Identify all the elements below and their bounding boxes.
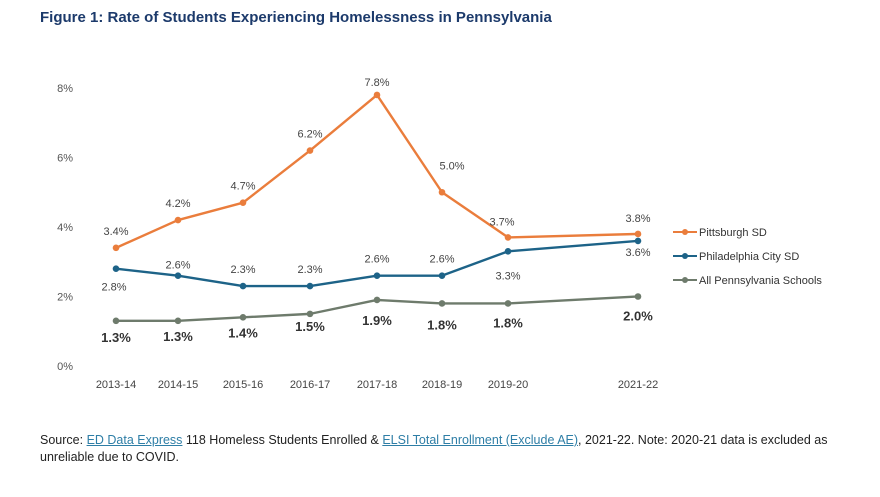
elsi-enrollment-link[interactable]: ELSI Total Enrollment (Exclude AE) — [382, 433, 579, 447]
philadelphia-city-sd-point — [634, 237, 642, 245]
y-tick-label: 0% — [57, 361, 73, 373]
y-tick-label: 8% — [57, 83, 73, 95]
pittsburgh-sd-point — [174, 216, 182, 224]
philadelphia-city-sd-data-label: 3.6% — [625, 247, 650, 259]
pittsburgh-sd-data-label: 6.2% — [297, 129, 322, 141]
pittsburgh-sd-line — [115, 93, 639, 249]
all-pennsylvania-schools-data-label: 1.8% — [427, 317, 457, 332]
all-pennsylvania-schools-data-label: 1.4% — [228, 325, 258, 340]
philadelphia-city-sd-point — [504, 248, 512, 255]
x-tick-label: 2013-14 — [96, 379, 136, 391]
pittsburgh-sd-point — [504, 234, 512, 241]
philadelphia-city-sd-point — [239, 282, 247, 290]
all-pennsylvania-schools-point — [504, 300, 512, 307]
y-tick-label: 6% — [57, 153, 73, 165]
philadelphia-city-sd-data-label: 2.3% — [297, 264, 322, 276]
all-pennsylvania-schools-data-label: 1.3% — [163, 329, 193, 344]
pittsburgh-sd-data-label: 3.4% — [103, 226, 128, 238]
philadelphia-city-sd-legend-label: Philadelphia City SD — [699, 251, 799, 263]
pittsburgh-sd-point — [306, 147, 314, 154]
y-tick-label: 2% — [57, 292, 73, 304]
all-pennsylvania-schools-data-label: 1.9% — [362, 313, 392, 328]
ed-data-express-link[interactable]: ED Data Express — [86, 433, 183, 447]
x-tick-label: 2015-16 — [223, 379, 263, 391]
x-tick-label: 2017-18 — [357, 379, 397, 391]
all-pennsylvania-schools-data-label: 1.8% — [493, 315, 523, 330]
pittsburgh-sd-point — [239, 199, 247, 206]
all-pennsylvania-schools-point — [306, 310, 314, 318]
philadelphia-city-sd-legend-marker — [682, 253, 688, 259]
philadelphia-city-sd-line — [115, 239, 639, 288]
pittsburgh-sd-legend-label: Pittsburgh SD — [699, 227, 767, 239]
all-pennsylvania-schools-data-label: 1.3% — [101, 330, 131, 345]
x-tick-label: 2014-15 — [158, 379, 198, 391]
philadelphia-city-sd-data-label: 2.6% — [364, 254, 389, 266]
source-note: Source: ED Data Express 118 Homeless Stu… — [40, 432, 840, 466]
all-pennsylvania-schools-point — [174, 317, 182, 325]
pittsburgh-sd-point — [112, 244, 120, 252]
x-tick-label: 2019-20 — [488, 379, 528, 391]
pittsburgh-sd-data-label: 5.0% — [439, 160, 464, 172]
philadelphia-city-sd-point — [112, 265, 120, 273]
all-pennsylvania-schools-data-label: 2.0% — [623, 309, 653, 324]
philadelphia-city-sd-point — [438, 272, 446, 279]
all-pennsylvania-schools-legend-marker — [682, 277, 688, 283]
all-pennsylvania-schools-point — [373, 296, 381, 304]
x-tick-label: 2021-22 — [618, 379, 658, 391]
pittsburgh-sd-data-label: 3.7% — [489, 216, 514, 228]
philadelphia-city-sd-point — [306, 282, 314, 290]
all-pennsylvania-schools-point — [112, 317, 120, 325]
all-pennsylvania-schools-point — [438, 300, 446, 307]
pittsburgh-sd-point — [373, 91, 381, 99]
source-suffix: , 2021-22. Note: 2020-21 data is exclude… — [40, 433, 828, 464]
all-pennsylvania-schools-line — [116, 295, 639, 323]
source-middle: 118 Homeless Students Enrolled & — [182, 433, 383, 447]
philadelphia-city-sd-data-label: 3.3% — [495, 270, 520, 282]
all-pennsylvania-schools-data-label: 1.5% — [295, 319, 325, 334]
source-prefix: Source: — [40, 433, 87, 447]
all-pennsylvania-schools-point — [634, 293, 642, 300]
chart-title: Figure 1: Rate of Students Experiencing … — [40, 9, 552, 26]
pittsburgh-sd-legend-marker — [682, 229, 688, 235]
philadelphia-city-sd-data-label: 2.8% — [101, 282, 126, 294]
philadelphia-city-sd-point — [174, 272, 182, 279]
philadelphia-city-sd-data-label: 2.3% — [230, 264, 255, 276]
pittsburgh-sd-point — [634, 230, 642, 238]
pittsburgh-sd-data-label: 4.2% — [165, 198, 190, 210]
pittsburgh-sd-point — [438, 188, 446, 196]
all-pennsylvania-schools-point — [239, 314, 247, 321]
philadelphia-city-sd-point — [373, 272, 381, 279]
pittsburgh-sd-data-label: 4.7% — [230, 181, 255, 193]
y-tick-label: 4% — [57, 222, 73, 234]
pittsburgh-sd-data-label: 3.8% — [625, 213, 650, 225]
x-tick-label: 2016-17 — [290, 379, 330, 391]
philadelphia-city-sd-data-label: 2.6% — [165, 260, 190, 272]
pittsburgh-sd-data-label: 7.8% — [364, 77, 389, 89]
philadelphia-city-sd-data-label: 2.6% — [429, 254, 454, 266]
x-tick-label: 2018-19 — [422, 379, 462, 391]
all-pennsylvania-schools-legend-label: All Pennsylvania Schools — [699, 275, 822, 287]
